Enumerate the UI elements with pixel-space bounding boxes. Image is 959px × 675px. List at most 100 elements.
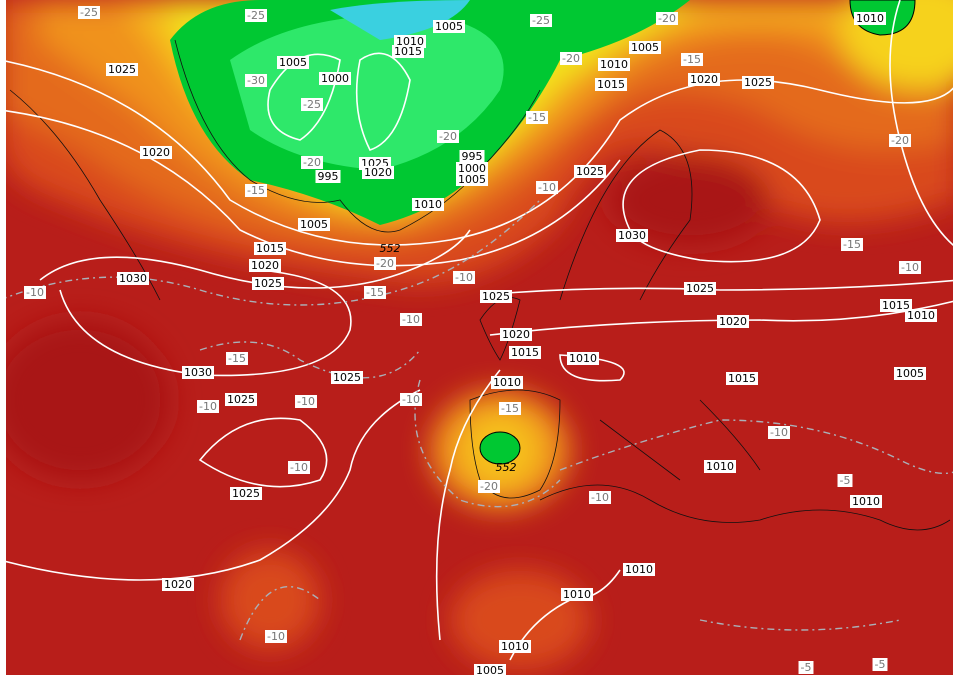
temperature-label-text: -20 bbox=[562, 52, 580, 65]
isobar-label-text: 1015 bbox=[728, 372, 756, 385]
temperature-label: -5 bbox=[872, 658, 888, 671]
isobar-label: 1015 bbox=[392, 45, 424, 58]
isobar-label: 1000 bbox=[456, 162, 488, 175]
temperature-lines bbox=[6, 199, 953, 641]
isobar-label: 1005 bbox=[629, 41, 661, 54]
temperature-label: -15 bbox=[364, 286, 386, 299]
isobar-label-text: 1020 bbox=[164, 578, 192, 591]
temperature-label-box bbox=[899, 261, 921, 274]
temperature-label-box bbox=[478, 480, 500, 493]
isobar-label-box bbox=[298, 218, 330, 231]
isobar-label: 1015 bbox=[595, 78, 627, 91]
isobar-label-box bbox=[894, 367, 926, 380]
temperature-label-box bbox=[889, 134, 911, 147]
isobar-label: 1010 bbox=[623, 563, 655, 576]
temperature-label-text: -25 bbox=[532, 14, 550, 27]
isobar-label: 1020 bbox=[717, 315, 749, 328]
temperature-label: -20 bbox=[656, 12, 678, 25]
isobar-label-text: 1005 bbox=[300, 218, 328, 231]
temperature-label: -10 bbox=[197, 400, 219, 413]
isobar-label: 1015 bbox=[880, 299, 912, 312]
height-label-text: 552 bbox=[496, 461, 517, 474]
temperature-label-box bbox=[364, 286, 386, 299]
temperature-label-box bbox=[526, 111, 548, 124]
isobar-label: 995 bbox=[315, 170, 341, 183]
temperature-label-text: -5 bbox=[840, 474, 851, 487]
temperature-label-box bbox=[301, 98, 323, 111]
isobar-label-text: 1010 bbox=[493, 376, 521, 389]
isobar-label: 1010 bbox=[850, 495, 882, 508]
temperature-label: -15 bbox=[526, 111, 548, 124]
temperature-label-box bbox=[768, 426, 790, 439]
isobar-label-box bbox=[230, 487, 262, 500]
isobar-label-box bbox=[392, 45, 424, 58]
isobar-label-text: 1020 bbox=[364, 166, 392, 179]
isobar-label: 1015 bbox=[509, 346, 541, 359]
temperature-label: -25 bbox=[78, 6, 100, 19]
isobar-label: 1030 bbox=[117, 272, 149, 285]
isobar-label-box bbox=[561, 588, 593, 601]
isobar-label-box bbox=[412, 198, 444, 211]
isobar-label: 1020 bbox=[362, 166, 394, 179]
height-label: 552 bbox=[380, 242, 401, 255]
temperature-label-box bbox=[560, 52, 582, 65]
temperature-label-box bbox=[226, 352, 248, 365]
temperature-label: -20 bbox=[437, 130, 459, 143]
isobar-label-box bbox=[491, 376, 523, 389]
isobar-label-text: 995 bbox=[318, 170, 339, 183]
temperature-label-box bbox=[536, 181, 558, 194]
temperature-label-box bbox=[656, 12, 678, 25]
isobar-label-box bbox=[362, 166, 394, 179]
isobar-label-box bbox=[254, 242, 286, 255]
isobar-label: 1010 bbox=[499, 640, 531, 653]
isobar-label-box bbox=[850, 495, 882, 508]
isobar-label: 1025 bbox=[106, 63, 138, 76]
temperature-label-box bbox=[872, 658, 888, 671]
isobar-label-box bbox=[394, 35, 426, 48]
temperature-label-text: -15 bbox=[528, 111, 546, 124]
temperature-label: -20 bbox=[478, 480, 500, 493]
isobar-label-text: 1005 bbox=[435, 20, 463, 33]
isobar-label-text: 1005 bbox=[896, 367, 924, 380]
isobar-label: 1005 bbox=[456, 173, 488, 186]
temperature-label-text: -5 bbox=[801, 661, 812, 674]
isobar-label-box bbox=[905, 309, 937, 322]
isobar-label: 1020 bbox=[249, 259, 281, 272]
temperature-label-box bbox=[301, 156, 323, 169]
temperature-label-box bbox=[681, 53, 703, 66]
isobar-label-box bbox=[616, 229, 648, 242]
isobar-label-text: 1010 bbox=[625, 563, 653, 576]
isobar-label-box bbox=[704, 460, 736, 473]
isobar-label-box bbox=[433, 20, 465, 33]
temperature-label-text: -5 bbox=[875, 658, 886, 671]
isobar-label: 1020 bbox=[500, 328, 532, 341]
temperature-label: -20 bbox=[374, 257, 396, 270]
isobar-label-box bbox=[474, 664, 506, 675]
isobar-label-text: 1030 bbox=[618, 229, 646, 242]
height-label-text: 552 bbox=[380, 242, 401, 255]
temperature-label: -25 bbox=[245, 9, 267, 22]
temperature-label-box bbox=[288, 461, 310, 474]
temperature-label-box bbox=[245, 9, 267, 22]
isobar-label-text: 1020 bbox=[251, 259, 279, 272]
isobar-label: 1020 bbox=[162, 578, 194, 591]
isobar-label-text: 1010 bbox=[852, 495, 880, 508]
isobar-label-text: 1030 bbox=[119, 272, 147, 285]
isobar-label-text: 1015 bbox=[597, 78, 625, 91]
isobar-label-text: 1025 bbox=[482, 290, 510, 303]
isobar-label-text: 1000 bbox=[321, 72, 349, 85]
temperature-label: -25 bbox=[301, 98, 323, 111]
isobar-label: 995 bbox=[459, 150, 485, 163]
isobar-label-box bbox=[574, 165, 606, 178]
temperature-label-box bbox=[841, 238, 863, 251]
temperature-label: -10 bbox=[400, 313, 422, 326]
isobar-label: 1025 bbox=[230, 487, 262, 500]
isobar-label-text: 1015 bbox=[256, 242, 284, 255]
temperature-label-text: -10 bbox=[591, 491, 609, 504]
isobar-label: 1025 bbox=[252, 277, 284, 290]
isobar-label-box bbox=[684, 282, 716, 295]
isobars bbox=[6, 0, 953, 661]
isobar-label-box bbox=[623, 563, 655, 576]
temperature-label-text: -25 bbox=[303, 98, 321, 111]
isobar-label-box bbox=[742, 76, 774, 89]
